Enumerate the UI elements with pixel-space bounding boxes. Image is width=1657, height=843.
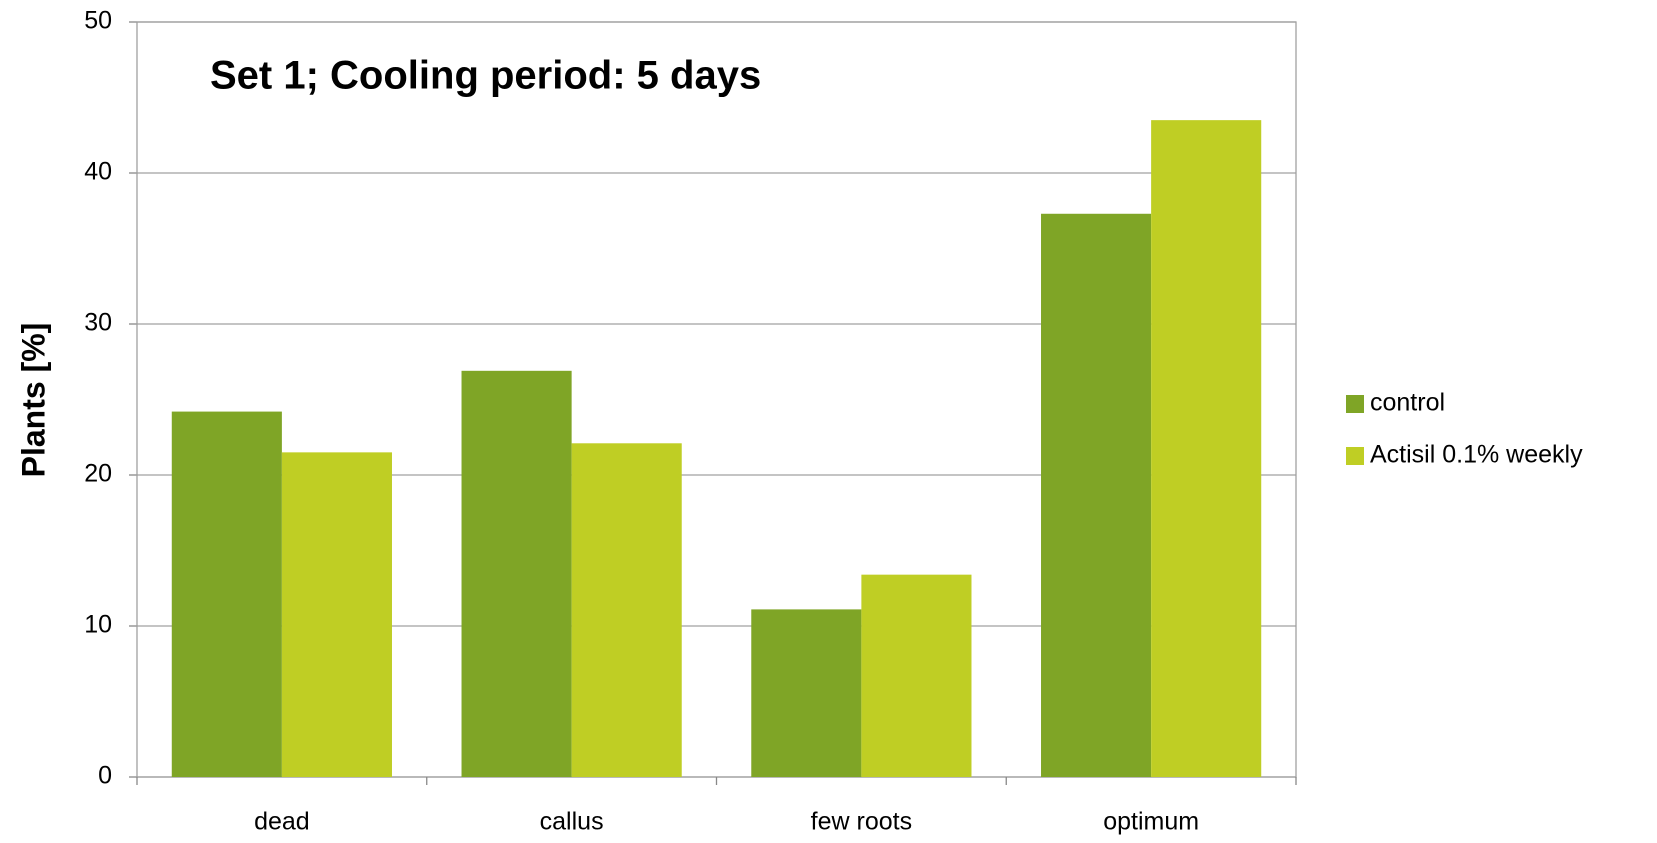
bar: [1151, 120, 1262, 777]
bar: [281, 452, 392, 777]
legend-label: Actisil 0.1% weekly: [1370, 441, 1583, 469]
y-axis-label: Plants [%]: [15, 323, 51, 478]
bar: [571, 443, 682, 777]
legend-label: control: [1370, 389, 1445, 417]
y-tick-label: 50: [84, 7, 112, 35]
legend-swatch: [1346, 447, 1364, 465]
x-tick-label: dead: [254, 808, 310, 836]
y-tick-label: 40: [84, 158, 112, 186]
x-tick-label: callus: [540, 808, 604, 836]
y-tick-label: 10: [84, 611, 112, 639]
x-tick-label: few roots: [811, 808, 912, 836]
y-tick-label: 0: [98, 762, 112, 790]
bar: [171, 411, 282, 777]
x-tick-label: optimum: [1103, 808, 1199, 836]
bar: [861, 574, 972, 777]
chart-title: Set 1; Cooling period: 5 days: [210, 54, 761, 98]
bar: [461, 370, 572, 777]
y-tick-label: 30: [84, 309, 112, 337]
y-tick-label: 20: [84, 460, 112, 488]
bar: [751, 609, 862, 777]
legend-swatch: [1346, 395, 1364, 413]
bar: [1041, 213, 1152, 777]
